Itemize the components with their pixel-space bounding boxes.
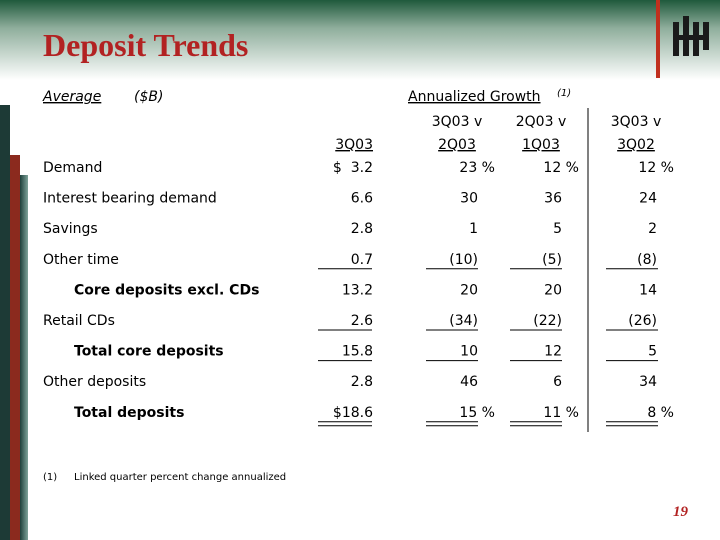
growth: (5)	[542, 252, 562, 268]
growth: 1	[469, 221, 478, 237]
growth-column-bottom: 3Q02	[617, 137, 655, 153]
value: 2.6	[351, 313, 373, 329]
value: 15.8	[342, 344, 373, 360]
page-number: 19	[673, 504, 689, 520]
row-label: Total deposits	[74, 405, 184, 421]
growth: 23 %	[459, 160, 495, 176]
logo	[673, 16, 709, 56]
growth: 10	[460, 344, 478, 360]
table-label: Average	[42, 89, 101, 105]
growth: 12	[544, 344, 562, 360]
row-label: Interest bearing demand	[43, 191, 217, 207]
growth: 34	[639, 374, 657, 390]
row-label: Demand	[43, 160, 102, 176]
growth: (26)	[628, 313, 657, 329]
growth: (22)	[533, 313, 562, 329]
growth: 30	[460, 191, 478, 207]
value: $18.6	[333, 405, 373, 421]
footnote-text: Linked quarter percent change annualized	[74, 472, 286, 483]
growth-label: Annualized Growth	[408, 89, 541, 105]
value: 0.7	[351, 252, 373, 268]
growth: (8)	[637, 252, 657, 268]
unit: ($B)	[134, 89, 163, 105]
growth: 2	[648, 221, 657, 237]
growth: (10)	[449, 252, 478, 268]
row-label: Total core deposits	[74, 344, 224, 360]
accent-line	[656, 0, 660, 78]
growth: 12 %	[543, 160, 579, 176]
footnote-marker: (1)	[43, 472, 57, 483]
top-band	[0, 0, 720, 80]
growth: 14	[639, 282, 657, 298]
value: 13.2	[342, 282, 373, 298]
left-stripes	[0, 105, 28, 540]
growth: 46	[460, 374, 478, 390]
growth: 8 %	[647, 405, 674, 421]
row-label: Core deposits excl. CDs	[74, 282, 259, 298]
growth: 12 %	[638, 160, 674, 176]
growth: 11 %	[543, 405, 579, 421]
row-label: Savings	[43, 221, 98, 237]
growth: 20	[460, 282, 478, 298]
growth: 5	[648, 344, 657, 360]
growth-column-bottom: 2Q03	[438, 137, 476, 153]
title: Deposit Trends	[43, 27, 248, 63]
value: 2.8	[351, 221, 373, 237]
growth: (34)	[449, 313, 478, 329]
growth: 36	[544, 191, 562, 207]
row-label: Retail CDs	[43, 313, 115, 329]
growth: 24	[639, 191, 657, 207]
growth-column-bottom: 1Q03	[522, 137, 560, 153]
row-label: Other deposits	[43, 374, 146, 390]
growth-column-top: 3Q03 v	[432, 114, 482, 130]
value: $ 3.2	[333, 160, 373, 176]
growth: 5	[553, 221, 562, 237]
value: 2.8	[351, 374, 373, 390]
value: 6.6	[351, 191, 373, 207]
row-label: Other time	[43, 252, 119, 268]
column-header: 3Q03	[335, 137, 373, 153]
growth-column-top: 2Q03 v	[516, 114, 566, 130]
growth-column-top: 3Q03 v	[611, 114, 661, 130]
growth: 6	[553, 374, 562, 390]
growth: 20	[544, 282, 562, 298]
growth: 15 %	[459, 405, 495, 421]
growth-note: (1)	[557, 88, 571, 99]
